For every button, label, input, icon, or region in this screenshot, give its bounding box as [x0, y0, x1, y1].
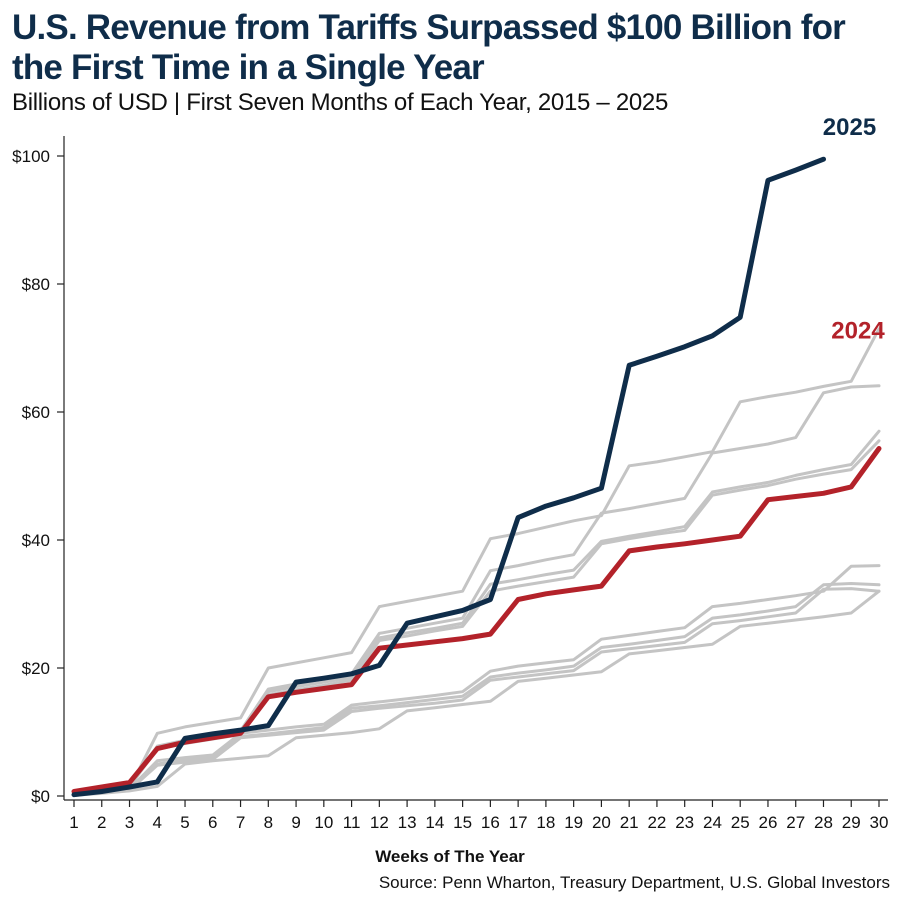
- x-tick-label: 4: [153, 813, 162, 832]
- x-tick-label: 30: [870, 813, 889, 832]
- y-tick-label: $20: [22, 659, 50, 678]
- x-tick-label: 5: [180, 813, 189, 832]
- x-tick-label: 29: [842, 813, 861, 832]
- x-tick-label: 26: [759, 813, 778, 832]
- chart-subtitle: Billions of USD | First Seven Months of …: [12, 89, 669, 116]
- x-tick-label: 15: [453, 813, 472, 832]
- x-tick-label: 3: [125, 813, 134, 832]
- x-tick-label: 13: [398, 813, 417, 832]
- x-tick-label: 14: [425, 813, 444, 832]
- series-line-other-year: [72, 564, 881, 797]
- x-tick-label: 9: [291, 813, 300, 832]
- x-tick-label: 1: [69, 813, 78, 832]
- series-line-other-year: [72, 582, 881, 797]
- x-tick-label: 21: [620, 813, 639, 832]
- x-tick-label: 12: [370, 813, 389, 832]
- series-line-2024: [71, 446, 882, 794]
- x-tick-label: 7: [236, 813, 245, 832]
- y-tick-label: $100: [12, 147, 50, 166]
- x-tick-label: 10: [314, 813, 333, 832]
- series-line-2025: [71, 156, 826, 798]
- chart-title: U.S. Revenue from Tariffs Surpassed $100…: [12, 8, 846, 87]
- x-tick-label: 8: [264, 813, 273, 832]
- series-line-other-year: [72, 327, 881, 796]
- x-axis-label: Weeks of The Year: [375, 847, 525, 866]
- x-tick-label: 27: [786, 813, 805, 832]
- y-tick-label: $0: [31, 787, 50, 806]
- x-tick-label: 25: [731, 813, 750, 832]
- x-tick-label: 2: [97, 813, 106, 832]
- x-tick-label: 18: [536, 813, 555, 832]
- x-tick-label: 6: [208, 813, 217, 832]
- source-note: Source: Penn Wharton, Treasury Departmen…: [378, 873, 890, 892]
- x-tick-label: 23: [675, 813, 694, 832]
- x-tick-label: 22: [647, 813, 666, 832]
- x-tick-label: 20: [592, 813, 611, 832]
- x-tick-label: 16: [481, 813, 500, 832]
- y-tick-label: $40: [22, 531, 50, 550]
- y-tick-label: $60: [22, 403, 50, 422]
- y-tick-label: $80: [22, 275, 50, 294]
- series-label-2024: 2024: [831, 317, 885, 344]
- x-tick-label: 24: [703, 813, 722, 832]
- series-line-other-year: [72, 384, 881, 796]
- series-label-2025: 2025: [823, 114, 876, 141]
- x-tick-label: 28: [814, 813, 833, 832]
- x-tick-label: 17: [509, 813, 528, 832]
- x-tick-label: 19: [564, 813, 583, 832]
- series-line-other-year: [72, 589, 881, 797]
- x-tick-label: 11: [343, 813, 361, 832]
